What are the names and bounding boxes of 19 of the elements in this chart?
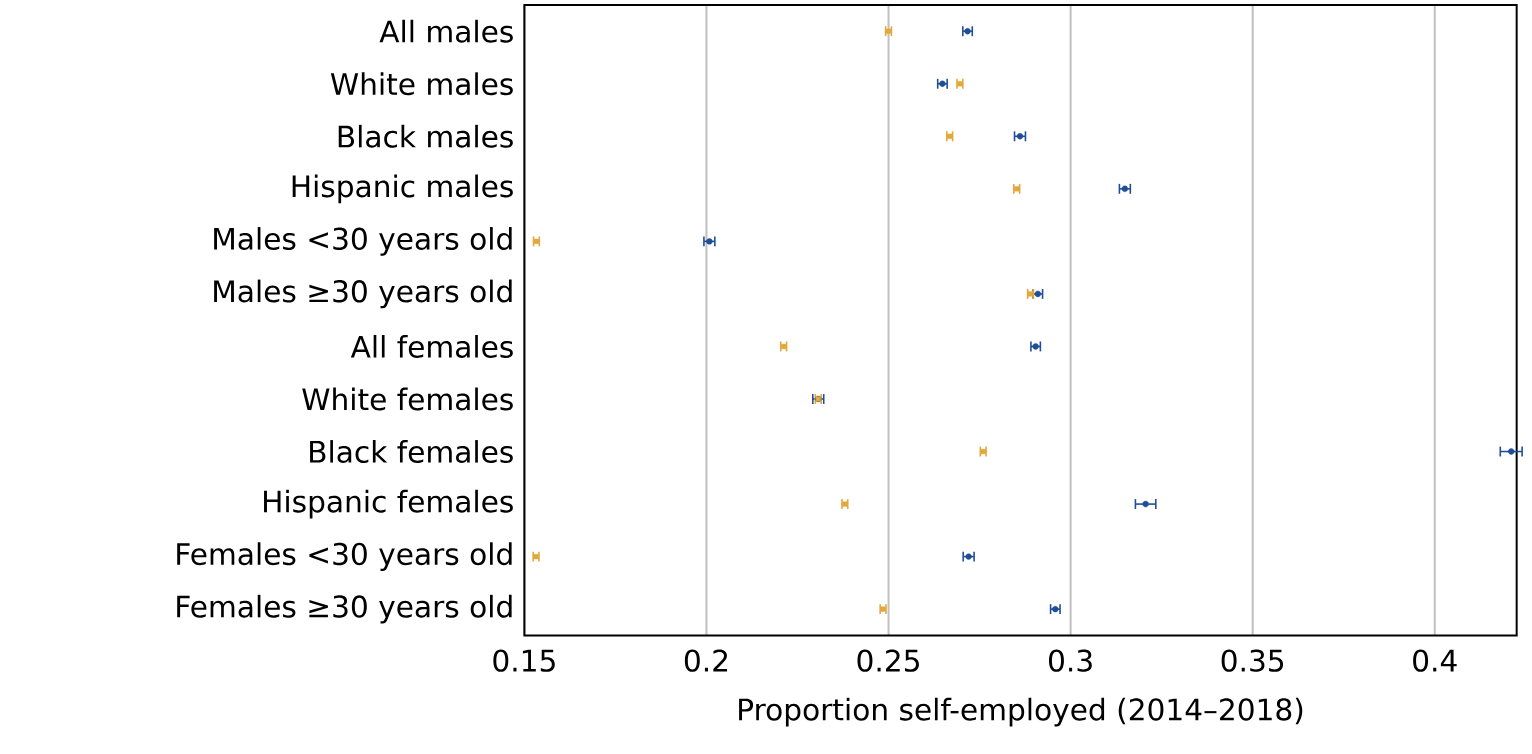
y-tick-label: White females [302, 387, 513, 411]
x-tick-label: 0.35 [1221, 649, 1284, 672]
y-tick-label: Black females [310, 439, 513, 463]
x-tick-label: 0.4 [1413, 649, 1457, 672]
x-tick-label: 0.2 [684, 649, 728, 672]
y-tick-label: Males <30 years old [214, 226, 512, 256]
x-tick-label: 0.15 [493, 649, 555, 672]
y-tick-label: Black males [338, 124, 513, 148]
x-tick-label: 0.25 [857, 649, 919, 672]
y-tick-label: Hispanic females [264, 489, 513, 519]
y-tick-label: All females [350, 334, 513, 358]
y-tick-label: White males [330, 72, 513, 96]
x-axis-title: Proportion self-employed (2014–2018) [739, 697, 1303, 727]
y-tick-label: All males [379, 19, 513, 43]
y-tick-label: Hispanic males [292, 174, 513, 204]
x-tick-label: 0.3 [1049, 649, 1092, 672]
y-tick-label: Males ≥30 years old [214, 279, 512, 309]
y-tick-label: Females <30 years old [177, 542, 512, 571]
y-tick-label: Females ≥30 years old [177, 594, 512, 624]
